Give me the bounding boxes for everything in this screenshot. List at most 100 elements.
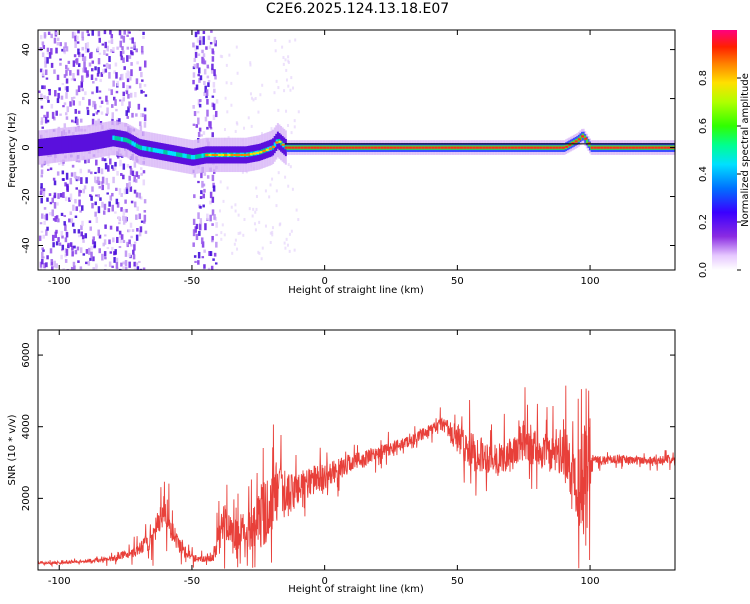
spectrogram-peak-cell xyxy=(364,146,368,149)
spectrogram-band-cell xyxy=(53,137,56,155)
spectrogram-noise-cell xyxy=(42,234,46,239)
spectrogram-peak-cell xyxy=(638,146,642,149)
spectrogram-ridge-layer xyxy=(38,120,675,175)
spectrogram-noise-cell xyxy=(142,90,145,94)
spectrogram-noise-cell xyxy=(82,240,85,243)
spectrogram-noise-cell xyxy=(111,50,115,54)
spectrogram-peak-cell xyxy=(549,146,553,149)
spectrogram-noise-cell xyxy=(70,266,74,270)
spectrogram-noise-cell xyxy=(72,72,75,80)
spectrogram-noise-cell xyxy=(60,230,63,236)
spectrogram-peak-cell xyxy=(542,146,546,149)
spectrogram-noise-cell xyxy=(59,62,62,66)
spectrogram-plot: -100 -50 0 50 100 -40 -20 0 20 40 Height of stra… xyxy=(7,29,676,296)
spectrogram-peak-cell xyxy=(482,146,486,149)
spectrogram-noise-cell xyxy=(203,249,206,253)
spectrogram-noise-cell xyxy=(100,72,104,77)
spectrogram-noise-cell xyxy=(211,63,214,71)
spectrogram-noise-cell xyxy=(108,64,111,70)
spectrogram-noise-cell xyxy=(95,216,99,223)
spectrogram-noise-cell xyxy=(136,206,140,211)
spectrogram-core-cell xyxy=(193,154,196,160)
spectrogram-noise-cell xyxy=(136,266,140,270)
spectrogram-peak-cell xyxy=(284,146,288,149)
spectrogram-band-cell xyxy=(84,134,87,152)
spectrogram-peak-cell xyxy=(600,146,604,149)
spectrogram-noise-cell xyxy=(86,42,90,48)
spectrogram-noise-cell xyxy=(107,153,110,159)
spectrogram-peak-cell xyxy=(313,146,317,149)
spectrogram-band-cell xyxy=(77,134,80,152)
spectrogram-peak-cell xyxy=(533,146,537,149)
spectrogram-noise-cell xyxy=(100,100,104,104)
spectrogram-noise-cell xyxy=(234,129,237,133)
spectrogram-noise-cell xyxy=(211,95,215,98)
spectrogram-peak-cell xyxy=(412,146,416,149)
spectrogram-noise-cell xyxy=(50,48,53,55)
spectrogram-y-tick-label: -40 xyxy=(21,237,32,253)
spectrogram-noise-cell xyxy=(73,54,77,58)
spectrogram-noise-cell xyxy=(81,53,85,57)
spectrogram-noise-cell xyxy=(118,118,121,125)
spectrogram-noise-cell xyxy=(120,207,123,212)
spectrogram-noise-cell xyxy=(274,38,277,42)
spectrogram-core-cell xyxy=(180,152,183,158)
spectrogram-noise-cell xyxy=(122,82,125,89)
spectrogram-noise-cell xyxy=(255,207,258,211)
spectrogram-noise-cell xyxy=(109,30,112,35)
spectrogram-noise-cell xyxy=(290,76,293,80)
spectrogram-noise-cell xyxy=(122,220,126,225)
spectrogram-noise-cell xyxy=(50,261,54,266)
spectrogram-noise-cell xyxy=(120,234,124,240)
spectrogram-noise-cell xyxy=(64,112,68,116)
spectrogram-noise-cell xyxy=(139,83,142,89)
spectrogram-peak-cell xyxy=(205,153,209,157)
spectrogram-noise-cell xyxy=(283,89,286,93)
spectrogram-noise-cell xyxy=(207,82,210,88)
spectrogram-noise-cell xyxy=(288,232,291,236)
spectrogram-noise-cell xyxy=(40,169,44,175)
colorbar-tick-label: 0.8 xyxy=(698,70,709,86)
spectrogram-peak-cell xyxy=(316,146,320,149)
spectrogram-frame xyxy=(37,29,676,271)
spectrogram-noise-cell xyxy=(129,186,133,192)
spectrogram-noise-cell xyxy=(91,68,94,72)
spectrogram-noise-cell xyxy=(285,68,288,72)
spectrogram-band-cell xyxy=(109,129,112,147)
spectrogram-peak-cell xyxy=(214,153,218,157)
spectrogram-noise-cell xyxy=(207,35,211,40)
spectrogram-y-ticks: -40 -20 0 20 40 xyxy=(21,43,675,254)
spectrogram-noise-cell xyxy=(206,175,210,179)
spectrogram-noise-cell xyxy=(255,186,258,190)
spectrogram-noise-cell xyxy=(81,46,84,51)
spectrogram-noise-cell xyxy=(193,255,197,258)
spectrogram-noise-cell xyxy=(78,234,81,238)
spectrogram-noise-cell xyxy=(194,45,197,51)
spectrogram-noise-cell xyxy=(122,209,126,216)
spectrogram-noise-cell xyxy=(214,262,218,265)
spectrogram-noise-cell xyxy=(107,88,111,91)
spectrogram-noise-cell xyxy=(40,197,43,204)
spectrogram-noise-cell xyxy=(51,197,55,203)
spectrogram-noise-cell xyxy=(40,93,43,101)
spectrogram-noise-cell xyxy=(196,111,200,114)
spectrogram-noise-cell xyxy=(107,183,110,190)
spectrogram-noise-cell xyxy=(69,101,72,107)
spectrogram-noise-cell xyxy=(75,89,79,96)
spectrogram-noise-cell xyxy=(254,97,257,101)
spectrogram-noise-cell xyxy=(126,46,130,50)
spectrogram-noise-cell xyxy=(71,164,75,168)
spectrogram-noise-cell xyxy=(86,30,89,34)
spectrogram-noise-cell xyxy=(39,261,43,268)
spectrogram-noise-cell xyxy=(52,177,56,181)
spectrogram-noise-cell xyxy=(78,160,81,163)
spectrogram-noise-cell xyxy=(251,214,254,218)
spectrogram-core-cell xyxy=(122,137,126,142)
spectrogram-noise-cell xyxy=(91,60,95,64)
spectrogram-core-cell xyxy=(133,142,137,147)
spectrogram-noise-cell xyxy=(46,57,49,64)
spectrogram-noise-cell xyxy=(290,131,293,135)
spectrogram-band-cell xyxy=(66,135,69,153)
spectrogram-noise-cell xyxy=(39,35,43,40)
spectrogram-noise-cell xyxy=(249,63,252,67)
